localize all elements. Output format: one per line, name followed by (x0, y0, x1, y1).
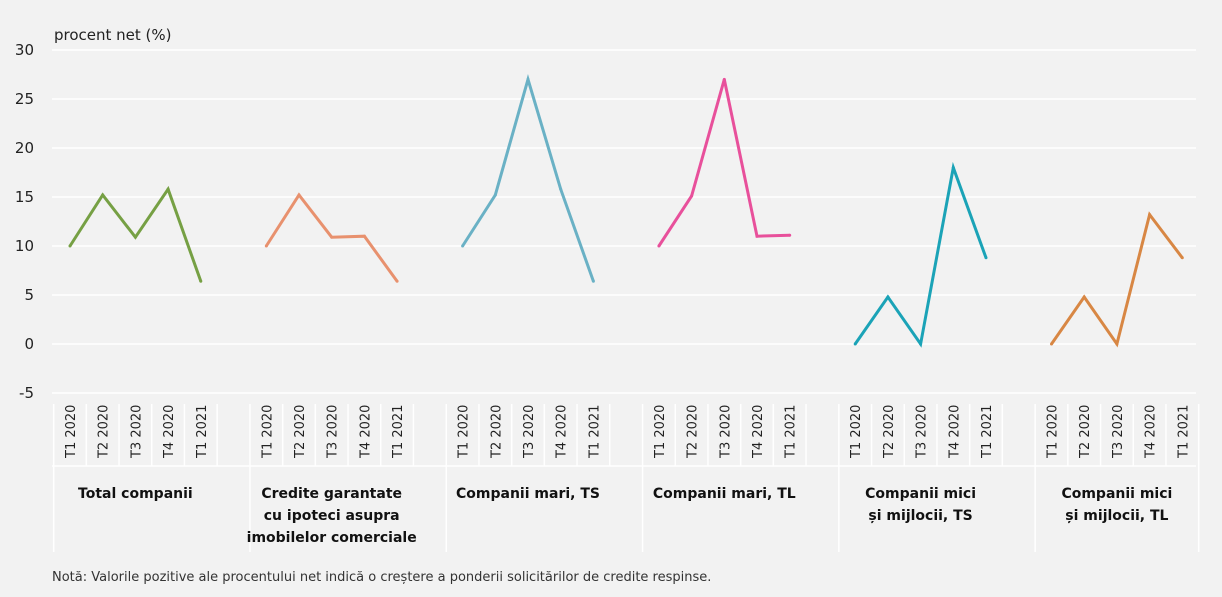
data-point (362, 234, 366, 238)
data-point (984, 256, 988, 260)
data-point (395, 279, 399, 283)
y-axis-label: procent net (%) (54, 26, 172, 44)
x-tick-label: T3 2020 (915, 405, 930, 459)
x-tick-label: T2 2020 (293, 405, 308, 459)
y-tick-label: 0 (24, 335, 34, 353)
x-tick-label: T3 2020 (1111, 405, 1126, 459)
data-point (919, 342, 923, 346)
data-point (886, 295, 890, 299)
data-point (330, 235, 334, 239)
data-point (853, 342, 857, 346)
data-point (690, 194, 694, 198)
data-point (722, 77, 726, 81)
group-label: Companii mici și mijlocii, TL (1061, 486, 1173, 524)
x-tick-label: T1 2021 (391, 405, 406, 459)
x-tick-label: T1 2020 (1046, 405, 1061, 459)
series-line (68, 185, 203, 282)
y-tick-label: -5 (19, 384, 34, 402)
data-point (1082, 295, 1086, 299)
series-line (853, 161, 988, 348)
y-tick-label: 20 (15, 139, 34, 157)
data-point (1115, 342, 1119, 346)
data-point (788, 233, 792, 237)
x-tick-label: T1 2020 (849, 405, 864, 459)
series-line (657, 78, 790, 247)
x-tick-label: T4 2020 (162, 405, 177, 459)
x-tick-label: T2 2020 (489, 405, 504, 459)
y-tick-label: 15 (15, 188, 34, 206)
group-label: Companii mari, TL (652, 486, 796, 502)
x-tick-label: T4 2020 (555, 405, 570, 459)
data-point (591, 279, 595, 283)
group-label: Total companii (78, 486, 193, 502)
x-tick-label: T3 2020 (129, 405, 144, 459)
x-tick-label: T1 2021 (980, 405, 995, 459)
y-tick-label: 5 (24, 286, 34, 304)
data-point (297, 193, 301, 197)
chart-note: Notă: Valorile pozitive ale procentului … (52, 570, 712, 585)
x-tick-label: T4 2020 (751, 405, 766, 459)
data-point (559, 187, 563, 191)
series-line (1050, 211, 1184, 348)
data-point (657, 244, 661, 248)
x-tick-label: T1 2020 (260, 405, 275, 459)
x-tick-label: T1 2021 (587, 405, 602, 459)
data-point (166, 187, 170, 191)
data-point (101, 193, 105, 197)
data-point (951, 166, 955, 170)
group-label: Companii mari, TS (456, 486, 600, 502)
y-tick-label: 25 (15, 90, 34, 108)
x-tick-label: T2 2020 (97, 405, 112, 459)
x-tick-label: T1 2021 (784, 405, 799, 459)
x-tick-label: T3 2020 (326, 405, 341, 459)
data-point (1050, 342, 1053, 346)
data-point (1180, 256, 1184, 260)
data-point (68, 244, 72, 248)
data-point (526, 77, 530, 81)
x-tick-label: T1 2020 (64, 405, 79, 459)
x-tick-label: T1 2021 (195, 405, 210, 459)
x-tick-label: T3 2020 (522, 405, 537, 459)
x-tick-label: T2 2020 (686, 405, 701, 459)
data-point (1148, 213, 1152, 217)
x-tick-label: T1 2021 (1176, 405, 1191, 459)
series-line (461, 74, 595, 282)
x-tick-label: T2 2020 (882, 405, 897, 459)
y-tick-label: 30 (15, 41, 34, 59)
data-point (199, 279, 203, 283)
x-tick-label: T3 2020 (718, 405, 733, 459)
group-label: Companii mici și mijlocii, TS (865, 486, 977, 524)
data-point (755, 234, 759, 238)
x-tick-label: T4 2020 (947, 405, 962, 459)
x-tick-label: T1 2020 (457, 405, 472, 459)
data-point (493, 193, 497, 197)
data-point (264, 244, 268, 248)
x-tick-label: T2 2020 (1078, 405, 1093, 459)
data-point (461, 244, 465, 248)
x-tick-label: T1 2020 (653, 405, 668, 459)
x-tick-label: T4 2020 (358, 405, 373, 459)
y-tick-label: 10 (15, 237, 34, 255)
x-tick-label: T4 2020 (1144, 405, 1159, 459)
data-point (133, 235, 137, 239)
group-label: Credite garantate cu ipoteci asupra imob… (246, 486, 417, 546)
